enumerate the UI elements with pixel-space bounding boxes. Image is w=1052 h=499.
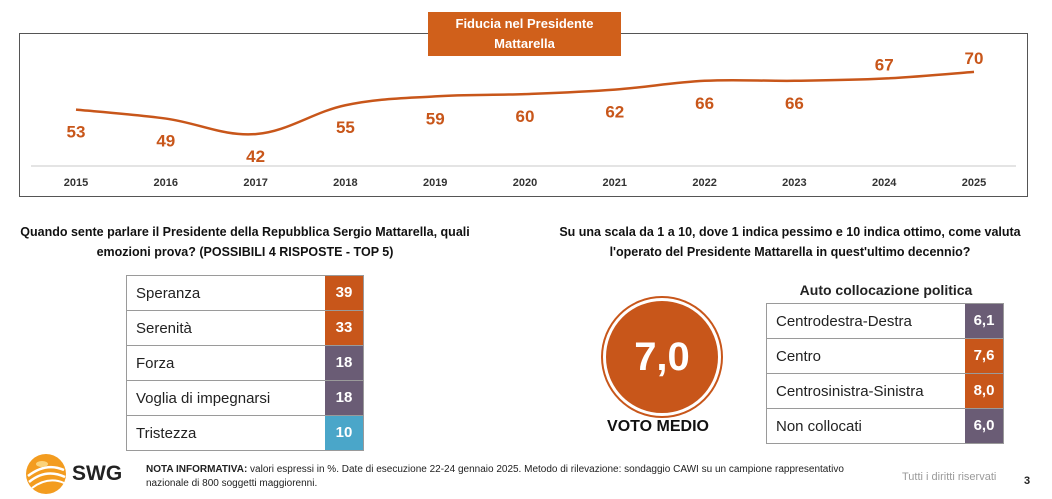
data-label-2016: 49 xyxy=(156,132,175,151)
emotion-row-label: Tristezza xyxy=(136,425,197,442)
emotion-row: Tristezza 10 xyxy=(126,416,364,451)
emotion-row-label: Forza xyxy=(136,355,175,372)
data-label-2018: 55 xyxy=(336,118,355,137)
emotion-row-label: Serenità xyxy=(136,320,192,337)
emotion-row: Forza 18 xyxy=(126,346,364,381)
average-vote-circle: 7,0 xyxy=(603,298,721,416)
x-tick-2022: 2022 xyxy=(692,177,716,189)
political-row: Non collocati 6,0 xyxy=(766,409,1004,444)
data-label-2021: 62 xyxy=(605,103,624,122)
chart-title: Fiducia nel Presidente Mattarella xyxy=(428,12,621,56)
political-row-value: 7,6 xyxy=(965,339,1003,373)
page-number: 3 xyxy=(1024,475,1031,487)
data-label-2023: 66 xyxy=(785,94,804,113)
x-tick-2016: 2016 xyxy=(154,177,178,189)
data-label-2024: 67 xyxy=(875,56,894,75)
x-tick-2019: 2019 xyxy=(423,177,447,189)
swg-logo-text: SWG xyxy=(72,462,123,485)
data-label-2019: 59 xyxy=(426,109,445,128)
political-table: Centrodestra-Destra 6,1 Centro 7,6 Centrosin… xyxy=(766,303,1004,444)
rights-text: Tutti i diritti riservati xyxy=(902,471,997,483)
rating-question: Su una scala da 1 a 10, dove 1 indica pe… xyxy=(559,225,1021,259)
political-row-label: Non collocati xyxy=(776,418,862,435)
note-text: valori espressi in %. Date di esecuzione… xyxy=(146,464,844,489)
political-row-label: Centrosinistra-Sinistra xyxy=(776,383,924,400)
emotion-row-value: 10 xyxy=(325,416,363,450)
data-label-2017: 42 xyxy=(246,147,265,166)
x-tick-2021: 2021 xyxy=(603,177,627,189)
trend-line xyxy=(75,70,975,136)
emotion-row-value: 18 xyxy=(325,346,363,380)
political-row: Centrosinistra-Sinistra 8,0 xyxy=(766,374,1004,409)
x-tick-2025: 2025 xyxy=(962,177,986,189)
emotion-row: Speranza 39 xyxy=(126,276,364,311)
emotion-row: Serenità 33 xyxy=(126,311,364,346)
x-tick-2018: 2018 xyxy=(333,177,357,189)
emotion-row-label: Voglia di impegnarsi xyxy=(136,390,271,407)
emotion-row-value: 33 xyxy=(325,311,363,345)
data-label-2022: 66 xyxy=(695,94,714,113)
political-row-label: Centro xyxy=(776,348,822,365)
x-tick-2020: 2020 xyxy=(513,177,537,189)
trend-chart: 53 2015 49 2016 42 2017 55 2018 59 2019 60 2020 62 20… xyxy=(31,49,1016,189)
emotion-row-value: 18 xyxy=(325,381,363,415)
political-row-value: 6,1 xyxy=(965,304,1003,338)
political-row: Centro 7,6 xyxy=(766,339,1004,374)
political-row-value: 8,0 xyxy=(965,374,1003,408)
x-tick-2015: 2015 xyxy=(64,177,88,189)
swg-logo-icon xyxy=(26,454,66,494)
x-tick-2023: 2023 xyxy=(782,177,806,189)
emotions-question: Quando sente parlare il Presidente della… xyxy=(20,225,470,259)
political-row-label: Centrodestra-Destra xyxy=(776,313,912,330)
data-label-2020: 60 xyxy=(516,107,535,126)
data-label-2015: 53 xyxy=(67,123,86,142)
emotion-row-label: Speranza xyxy=(136,285,201,302)
x-tick-2017: 2017 xyxy=(243,177,267,189)
political-row-value: 6,0 xyxy=(965,409,1003,443)
emotion-row: Voglia di impegnarsi 18 xyxy=(126,381,364,416)
data-label-2025: 70 xyxy=(965,49,984,68)
political-table-title: Auto collocazione politica xyxy=(799,282,973,298)
x-tick-2024: 2024 xyxy=(872,177,897,189)
emotions-table: Speranza 39 Serenità 33 Forza 18 Voglia di imp… xyxy=(126,275,364,451)
emotion-row-value: 39 xyxy=(325,276,363,310)
political-row: Centrodestra-Destra 6,1 xyxy=(766,304,1004,339)
methodology-note: NOTA INFORMATIVA: valori espressi in %. … xyxy=(146,463,866,491)
average-vote-label: VOTO MEDIO xyxy=(607,418,709,435)
note-label: NOTA INFORMATIVA: xyxy=(146,464,248,475)
